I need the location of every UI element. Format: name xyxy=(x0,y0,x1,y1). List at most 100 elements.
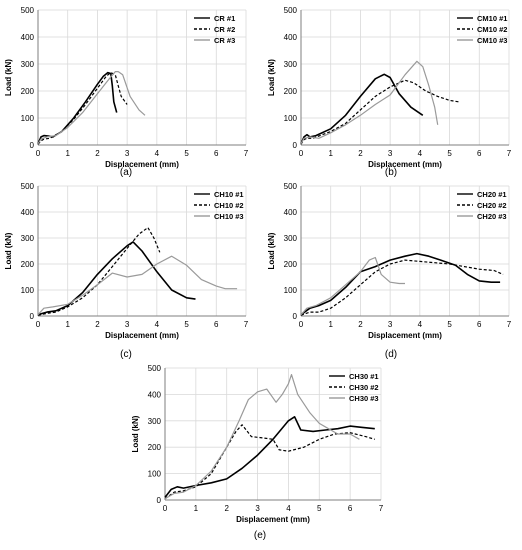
series-line-3 xyxy=(164,374,360,500)
y-tick-label: 100 xyxy=(148,470,162,479)
series-line-2 xyxy=(300,79,459,145)
x-tick-label: 0 xyxy=(299,320,304,329)
x-tick-label: 0 xyxy=(36,149,41,158)
y-tick-label: 300 xyxy=(284,234,298,243)
y-tick-label: 200 xyxy=(21,260,35,269)
y-tick-label: 500 xyxy=(284,182,298,191)
y-tick-label: 300 xyxy=(21,234,35,243)
x-tick-label: 6 xyxy=(214,149,219,158)
chart-panel-3: 0 1 2 3 4 5 6 7 0 100 200 300 400 500 Displacement (mm… xyxy=(4,182,249,360)
x-tick-label: 3 xyxy=(388,149,393,158)
x-axis-title: Displacement (mm) xyxy=(368,160,442,169)
x-tick-label: 3 xyxy=(125,320,130,329)
series-line-2 xyxy=(37,227,161,316)
x-tick-label: 5 xyxy=(184,149,189,158)
chart-panel-1: 0 1 2 3 4 5 6 7 0 100 200 300 400 500 Displacement (mm… xyxy=(4,6,249,178)
legend-entry: CH30 #3 xyxy=(349,394,379,403)
y-tick-label: 0 xyxy=(157,496,162,505)
y-axis-title: Load (kN) xyxy=(267,59,276,96)
x-tick-label: 1 xyxy=(328,149,333,158)
legend-entry: CH20 #2 xyxy=(477,201,507,210)
x-axis-title: Displacement (mm) xyxy=(368,331,442,340)
chart-panel-5: 0 1 2 3 4 5 6 7 0 100 200 300 400 500 Displacement (mm… xyxy=(131,364,384,541)
y-tick-label: 300 xyxy=(21,60,35,69)
x-tick-label: 6 xyxy=(477,320,482,329)
y-axis-title: Load (kN) xyxy=(131,415,140,452)
x-axis-title: Displacement (mm) xyxy=(236,515,310,524)
x-tick-label: 0 xyxy=(163,504,168,513)
panel-caption: (a) xyxy=(120,167,132,178)
legend-entry: CH10 #3 xyxy=(214,212,244,221)
x-axis-title: Displacement (mm) xyxy=(105,160,179,169)
panel-caption: (c) xyxy=(120,349,132,360)
panel-caption: (b) xyxy=(385,167,397,178)
x-tick-label: 2 xyxy=(358,149,363,158)
x-tick-label: 7 xyxy=(244,149,249,158)
x-tick-label: 6 xyxy=(214,320,219,329)
y-tick-label: 400 xyxy=(21,208,35,217)
legend-entry: CH30 #2 xyxy=(349,383,379,392)
x-tick-label: 2 xyxy=(358,320,363,329)
x-tick-label: 3 xyxy=(388,320,393,329)
legend-entry: CR #3 xyxy=(214,36,235,45)
x-tick-label: 1 xyxy=(194,504,199,513)
x-tick-label: 2 xyxy=(95,149,100,158)
x-tick-label: 7 xyxy=(379,504,384,513)
y-tick-label: 300 xyxy=(284,60,298,69)
series-line-3 xyxy=(37,255,238,316)
y-tick-label: 0 xyxy=(30,141,35,150)
x-axis-title: Displacement (mm) xyxy=(105,331,179,340)
legend-entry: CH20 #1 xyxy=(477,190,507,199)
legend-entry: CR #1 xyxy=(214,14,235,23)
y-tick-label: 0 xyxy=(293,141,298,150)
y-tick-label: 400 xyxy=(284,33,298,42)
y-tick-label: 500 xyxy=(284,6,298,15)
y-tick-label: 100 xyxy=(284,286,298,295)
x-tick-label: 4 xyxy=(418,149,423,158)
y-tick-label: 500 xyxy=(148,364,162,373)
x-tick-label: 5 xyxy=(447,149,452,158)
y-tick-label: 200 xyxy=(284,87,298,96)
panel-caption: (d) xyxy=(385,349,397,360)
series-line-1 xyxy=(300,252,501,316)
x-tick-label: 7 xyxy=(507,149,512,158)
series-line-3 xyxy=(37,70,146,145)
y-tick-label: 200 xyxy=(284,260,298,269)
legend-entry: CH30 #1 xyxy=(349,372,379,381)
legend-entry: CM10 #1 xyxy=(477,14,507,23)
chart-panel-4: 0 1 2 3 4 5 6 7 0 100 200 300 400 500 Displacement (mm… xyxy=(267,182,512,360)
series-line-1 xyxy=(300,73,424,145)
y-tick-label: 100 xyxy=(284,114,298,123)
legend-entry: CH10 #1 xyxy=(214,190,244,199)
legend-entry: CM10 #3 xyxy=(477,36,507,45)
series-line-3 xyxy=(300,256,405,316)
series-line-1 xyxy=(37,241,196,316)
y-axis-title: Load (kN) xyxy=(4,59,13,96)
x-tick-label: 4 xyxy=(418,320,423,329)
x-tick-label: 4 xyxy=(155,320,160,329)
y-tick-label: 0 xyxy=(30,312,35,321)
x-tick-label: 2 xyxy=(95,320,100,329)
series-line-2 xyxy=(37,71,128,145)
x-tick-label: 5 xyxy=(447,320,452,329)
y-axis-title: Load (kN) xyxy=(4,232,13,269)
series-line-3 xyxy=(300,60,439,144)
x-tick-label: 2 xyxy=(224,504,229,513)
x-tick-label: 6 xyxy=(348,504,353,513)
y-tick-label: 400 xyxy=(148,390,162,399)
y-tick-label: 300 xyxy=(148,417,162,426)
x-tick-label: 4 xyxy=(286,504,291,513)
x-tick-label: 1 xyxy=(65,320,70,329)
x-tick-label: 6 xyxy=(477,149,482,158)
panel-caption: (e) xyxy=(254,530,266,541)
y-tick-label: 100 xyxy=(21,114,35,123)
y-tick-label: 0 xyxy=(293,312,298,321)
x-tick-label: 7 xyxy=(507,320,512,329)
y-axis-title: Load (kN) xyxy=(267,232,276,269)
x-tick-label: 7 xyxy=(244,320,249,329)
y-tick-label: 400 xyxy=(21,33,35,42)
y-tick-label: 500 xyxy=(21,6,35,15)
series-line-2 xyxy=(164,424,375,500)
legend-entry: CM10 #2 xyxy=(477,25,507,34)
